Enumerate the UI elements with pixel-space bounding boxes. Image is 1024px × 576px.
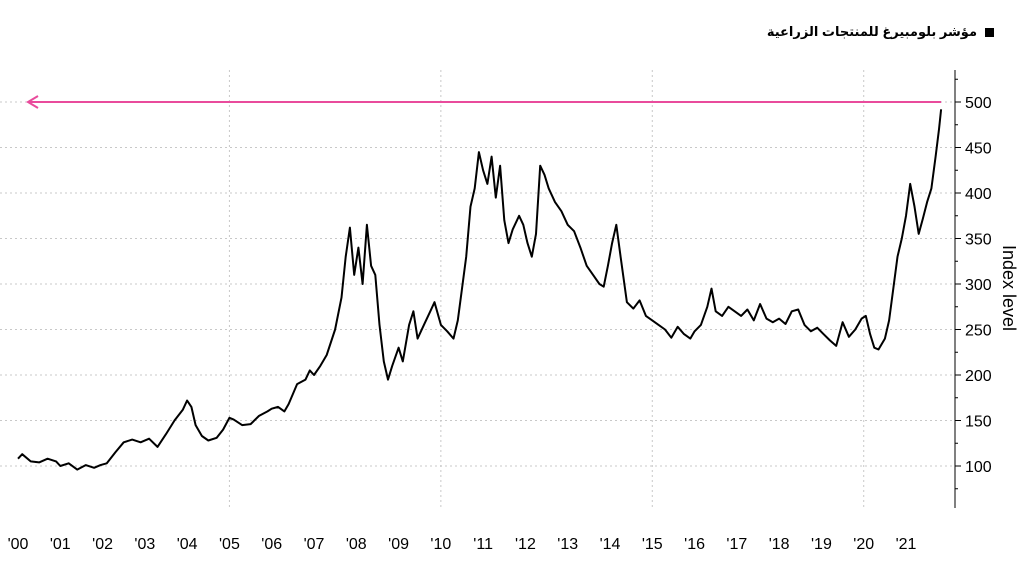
y-tick-label: 300 bbox=[965, 277, 992, 294]
y-tick-label: 100 bbox=[965, 459, 992, 476]
series-line bbox=[17, 109, 943, 471]
x-tick-label: '02 bbox=[92, 536, 113, 553]
y-tick-label: 200 bbox=[965, 368, 992, 385]
x-tick-label: '21 bbox=[896, 536, 917, 553]
x-tick-label: '14 bbox=[600, 536, 621, 553]
x-tick-label: '11 bbox=[473, 536, 493, 553]
x-tick-label: '03 bbox=[134, 536, 155, 553]
x-tick-label: '06 bbox=[261, 536, 282, 553]
y-tick-label: 500 bbox=[965, 95, 992, 112]
reference-line-group bbox=[26, 95, 942, 109]
x-tick-label: '13 bbox=[557, 536, 578, 553]
x-tick-label: '18 bbox=[769, 536, 790, 553]
reference-arrow bbox=[26, 95, 39, 109]
series-group bbox=[17, 109, 943, 471]
x-tick-label: '17 bbox=[726, 536, 747, 553]
legend: مؤشر بلومبيرغ للمنتجات الزراعية bbox=[767, 24, 994, 40]
x-tick-label: '08 bbox=[346, 536, 367, 553]
x-axis-labels: '00 '01 '02 '03 '04 '05 '06 '07 '08 '09 '10 '11 '12 '… bbox=[8, 536, 917, 553]
y-tick-label: 400 bbox=[965, 186, 992, 203]
x-tick-label: '12 bbox=[515, 536, 536, 553]
x-tick-label: '09 bbox=[388, 536, 409, 553]
x-tick-label: '10 bbox=[430, 536, 451, 553]
x-tick-label: '01 bbox=[50, 536, 71, 553]
x-tick-label: '16 bbox=[684, 536, 705, 553]
x-tick-label: '00 bbox=[8, 536, 29, 553]
y-tick-label: 450 bbox=[965, 141, 992, 158]
x-tick-label: '20 bbox=[853, 536, 874, 553]
gridlines bbox=[0, 70, 955, 508]
y-axis-title: Index level bbox=[999, 245, 1019, 331]
legend-label: مؤشر بلومبيرغ للمنتجات الزراعية bbox=[766, 24, 977, 39]
x-tick-label: '04 bbox=[177, 536, 198, 553]
x-tick-label: '15 bbox=[642, 536, 663, 553]
y-tick-label: 350 bbox=[965, 232, 992, 249]
x-tick-label: '19 bbox=[811, 536, 832, 553]
y-tick-label: 250 bbox=[965, 323, 992, 340]
x-tick-label: '07 bbox=[304, 536, 325, 553]
y-tick-label: 150 bbox=[965, 414, 992, 431]
y-axis-ticks: 100 150 200 250 300 350 400 450 500 bbox=[955, 78, 992, 490]
legend-swatch bbox=[985, 27, 994, 37]
x-tick-label: '05 bbox=[219, 536, 240, 553]
